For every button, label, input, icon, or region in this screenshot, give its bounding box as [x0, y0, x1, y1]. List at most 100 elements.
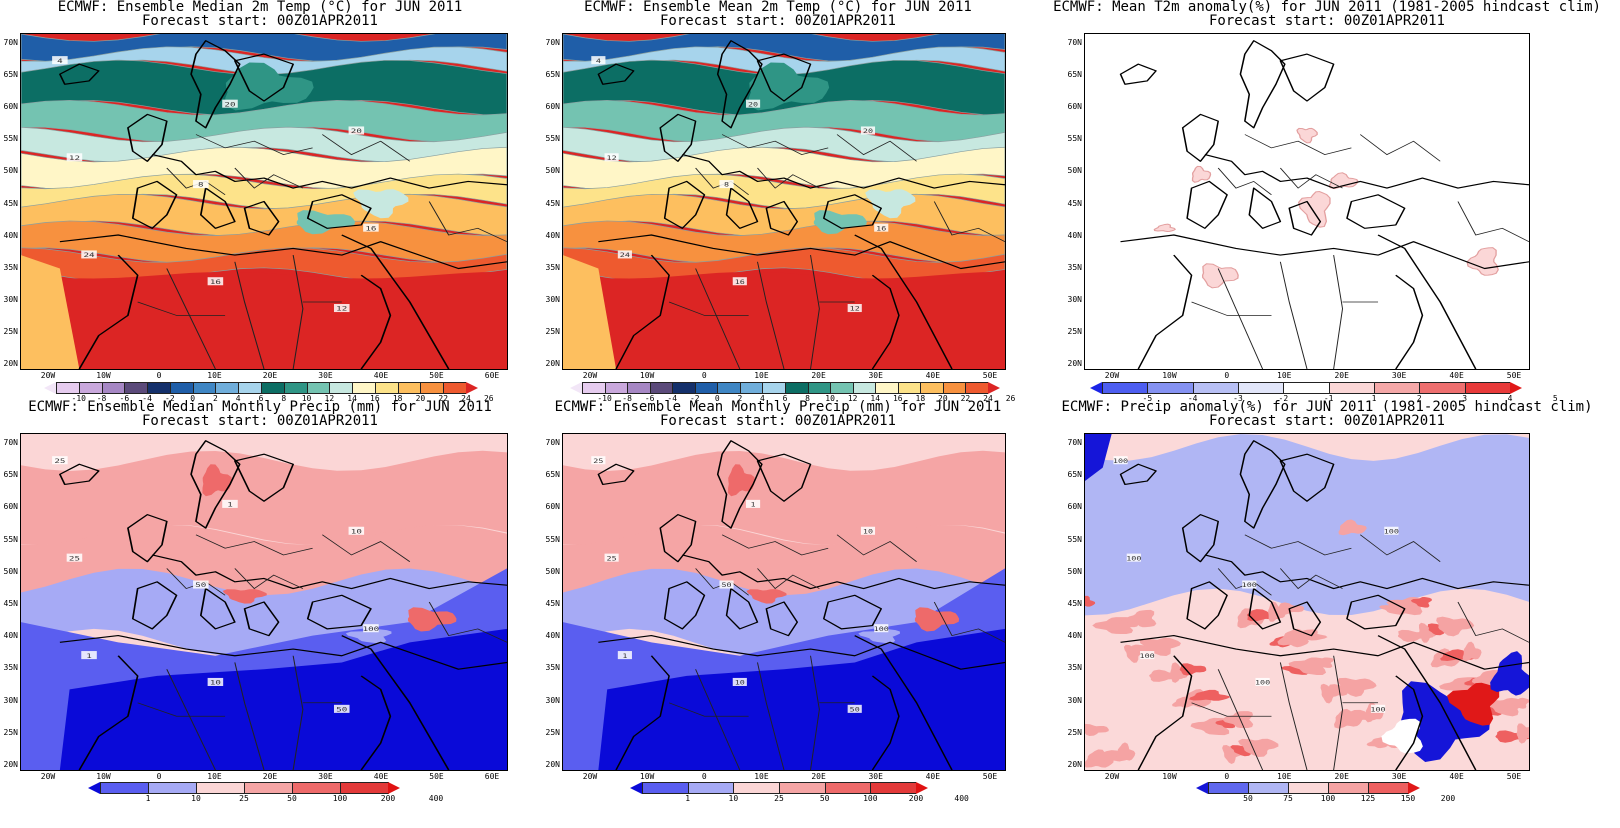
- colorbar-segment: [897, 382, 921, 394]
- map-frame: 4 8 12 12 16 20 24 20 16: [20, 33, 508, 370]
- colorbar-tick-label: 20: [938, 394, 948, 403]
- lat-tick-label: 20N: [3, 359, 18, 368]
- map-canvas: 4 8 12 12 16 20 24 20 16: [563, 34, 1005, 369]
- lon-tick-label: 20E: [811, 772, 826, 781]
- coastline-layer: [59, 40, 507, 369]
- lon-tick-label: 50E: [982, 371, 998, 380]
- colorbar-tick-label: 100: [863, 794, 878, 803]
- contour-labels: 100 100 100 100 100 100 100: [1113, 456, 1400, 713]
- lat-tick-label: 70N: [3, 38, 18, 47]
- field-layer: [563, 34, 1005, 369]
- lon-tick-label: 0: [156, 371, 162, 380]
- colorbar-tick-label: -2: [1278, 394, 1289, 403]
- contour-labels: 4 8 12 12 16 20 24 20 16: [52, 56, 379, 312]
- colorbar-tick-label: 18: [392, 394, 403, 403]
- colorbar-segment: [779, 782, 826, 794]
- lat-tick-label: 45N: [1067, 198, 1082, 208]
- colorbar-tick-label: 125: [1360, 794, 1376, 803]
- lon-tick-label: 20W: [1104, 371, 1120, 380]
- svg-text:16: 16: [365, 225, 376, 232]
- contour-label: 100: [1370, 704, 1386, 713]
- lat-tick-label: 35N: [545, 663, 560, 673]
- colorbar-tick-label: 14: [870, 394, 881, 403]
- colorbar-tick-label: -6: [644, 394, 655, 403]
- lat-tick-label: 40N: [545, 631, 560, 641]
- coastline-layer: [597, 440, 1005, 770]
- lat-tick-label: 35N: [1067, 663, 1082, 673]
- lat-tick-label: 60N: [1067, 502, 1082, 512]
- lon-tick-label: 30E: [1391, 371, 1407, 380]
- lat-tick-label: 20N: [1067, 359, 1082, 368]
- svg-text:20: 20: [748, 100, 758, 108]
- colorbar-segment: [443, 382, 467, 394]
- colorbar-segment: [148, 782, 197, 794]
- panel-subtitle: Forecast start: 00Z01APR2011: [141, 413, 378, 429]
- map-frame: [1084, 33, 1530, 370]
- lat-tick-label: 40N: [1067, 631, 1082, 641]
- border-layer: [137, 534, 507, 770]
- colorbar-segment: [694, 382, 718, 394]
- lat-tick-label: 70N: [1067, 438, 1082, 447]
- lat-tick-label: 20N: [545, 359, 560, 368]
- contour-label: 1: [222, 499, 238, 508]
- border-layer: [1191, 534, 1529, 770]
- svg-text:1: 1: [751, 501, 756, 509]
- colorbar-tick-label: 6: [782, 394, 788, 403]
- colorbar-segment: [875, 382, 899, 394]
- colorbar-tick-label: 12: [847, 394, 858, 403]
- lat-tick-label: 35N: [1067, 262, 1082, 272]
- border-layer: [1191, 134, 1529, 369]
- map-frame: 25 50 50 25 10 10 1 1 100: [562, 433, 1006, 771]
- lon-tick-label: 20W: [582, 371, 598, 380]
- lat-tick-label: 65N: [1067, 470, 1082, 480]
- colorbar-segment: [582, 382, 606, 394]
- lat-tick-label: 55N: [545, 534, 560, 544]
- lon-tick-label: 0: [1224, 371, 1230, 380]
- lat-tick-label: 35N: [3, 262, 18, 272]
- svg-text:12: 12: [850, 305, 860, 313]
- svg-text:10: 10: [210, 679, 221, 686]
- contour-labels: 4 8 12 12 16 20 24 20 16: [591, 56, 889, 313]
- colorbar-tick-label: 8: [281, 394, 287, 403]
- colorbar-high-arrow: [1408, 782, 1420, 794]
- colorbar-tick-label: -5: [1142, 394, 1153, 403]
- lon-tick-label: 40E: [373, 772, 389, 781]
- colorbar: 50 75 100 125 150 200: [1196, 782, 1455, 803]
- contour-label: 100: [1140, 651, 1155, 659]
- colorbar-tick-label: 75: [1283, 794, 1293, 803]
- colorbar-segment: [100, 782, 149, 794]
- colorbar-segment: [374, 382, 399, 394]
- lat-tick-label: 45N: [545, 599, 560, 608]
- lat-tick-label: 55N: [1067, 534, 1082, 544]
- colorbar-tick-label: 26: [1005, 394, 1016, 403]
- colorbar-high-arrow: [388, 782, 400, 794]
- lon-tick-label: 20E: [1334, 772, 1349, 781]
- colorbar-low-arrow: [570, 382, 582, 394]
- contour-label: 16: [874, 223, 889, 232]
- lon-tick-label: 30E: [1391, 772, 1407, 781]
- colorbar-low-arrow: [630, 782, 642, 794]
- colorbar-segment: [1464, 382, 1511, 394]
- lon-tick-label: 50E: [429, 772, 444, 781]
- contour-label: 25: [52, 456, 68, 465]
- coastline-layer: [1119, 40, 1529, 369]
- lon-tick-label: 40E: [1449, 772, 1464, 781]
- contour-label: 25: [591, 456, 606, 465]
- colorbar-segment: [124, 382, 148, 394]
- lat-tick-label: 35N: [545, 262, 560, 272]
- map-panel-p3: ECMWF: Mean T2m anomaly(%) for JUN 2011 …: [1034, 0, 1620, 428]
- lat-tick-label: 45N: [545, 198, 560, 208]
- colorbar-segment: [1328, 382, 1375, 394]
- lat-tick-label: 65N: [545, 70, 560, 80]
- field-layer: [563, 434, 1005, 770]
- colorbar-tick-label: -4: [1187, 394, 1198, 403]
- colorbar-segment: [965, 382, 989, 394]
- colorbar-tick-label: -10: [71, 394, 86, 403]
- colorbar-tick-label: 100: [1320, 794, 1336, 803]
- colorbar-segment: [830, 382, 854, 394]
- contour-label: 25: [604, 553, 619, 562]
- colorbar-segment: [642, 782, 689, 794]
- map-panel-p2: ECMWF: Ensemble Mean 2m Temp (°C) for JU…: [546, 0, 1016, 428]
- colorbar-tick-label: -8: [622, 394, 632, 403]
- colorbar-tick-label: 2: [737, 394, 743, 403]
